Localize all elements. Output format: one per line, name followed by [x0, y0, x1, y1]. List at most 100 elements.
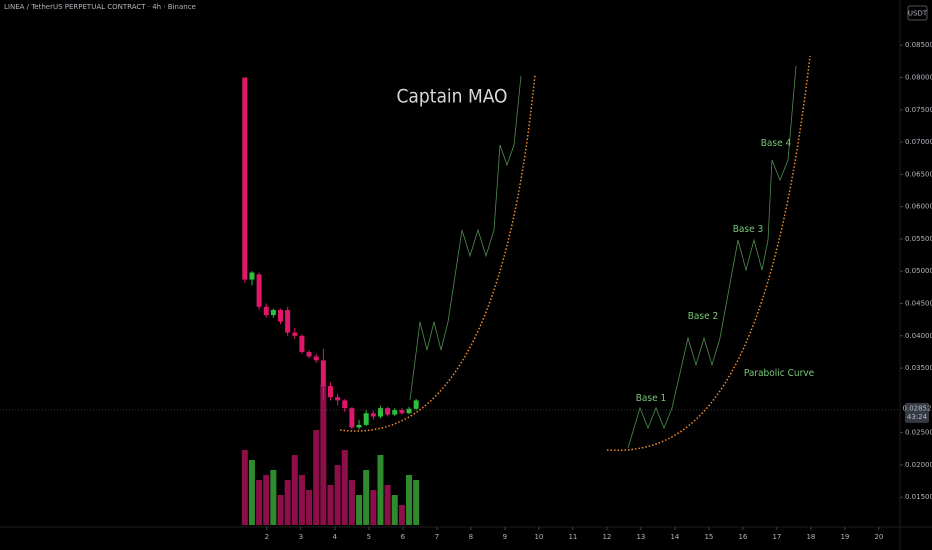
projection-line	[627, 65, 797, 449]
x-tick-label: 20	[874, 533, 883, 541]
candle-body	[342, 400, 348, 409]
volume-bar	[241, 450, 248, 525]
candle-body	[249, 272, 255, 280]
y-tick-label: 0.03500	[905, 364, 932, 372]
base-label: Base 3	[733, 224, 764, 235]
volume-bar	[270, 470, 277, 525]
x-tick-label: 8	[469, 533, 473, 541]
y-tick-label: 0.07000	[905, 138, 932, 146]
candle-body	[399, 410, 405, 414]
x-tick-label: 12	[602, 533, 611, 541]
x-tick-label: 4	[333, 533, 338, 541]
y-tick-label: 0.04000	[905, 332, 932, 340]
candle-body	[299, 335, 305, 352]
candle-body	[413, 400, 419, 409]
countdown-label: 43:24	[907, 413, 928, 421]
candle-body	[313, 356, 319, 361]
x-tick-label: 2	[265, 533, 269, 541]
candle-body	[349, 408, 355, 428]
volume-bar	[391, 495, 398, 525]
x-tick-label: 13	[636, 533, 645, 541]
x-tick-label: 14	[670, 533, 679, 541]
candle-body	[385, 408, 391, 415]
volume-bar	[363, 470, 370, 525]
candle-body	[256, 274, 262, 307]
candle-body	[292, 332, 298, 336]
volume-bar	[313, 430, 320, 525]
candle-body	[356, 424, 362, 428]
volume-bar	[377, 455, 384, 525]
currency-button[interactable]	[907, 5, 928, 21]
x-tick-label: 18	[806, 533, 815, 541]
volume-bar	[384, 485, 391, 525]
y-tick-label: 0.02500	[905, 429, 932, 437]
base-label: Base 1	[636, 393, 667, 404]
x-tick-label: 5	[367, 533, 371, 541]
candle-body	[270, 309, 276, 316]
volume-bar	[398, 505, 405, 525]
volume-bar	[248, 460, 255, 525]
candle-body	[406, 408, 412, 414]
volume-bar	[413, 480, 420, 525]
volume-bar	[298, 475, 305, 525]
plot: 0.08500 0.08000 0.07500 0.07000 0.06500 0.060…	[0, 41, 932, 541]
volume-bar	[370, 490, 377, 525]
y-tick-label: 0.07500	[905, 106, 932, 114]
volume-bar	[406, 475, 413, 525]
candle-body	[306, 351, 312, 357]
candle-body	[377, 408, 383, 417]
volume-bar	[291, 455, 298, 525]
candle-body	[263, 306, 269, 316]
x-tick-label: 19	[840, 533, 849, 541]
volume-bar	[327, 485, 334, 525]
candle-body	[278, 309, 284, 322]
candle-body	[335, 397, 341, 401]
x-tick-label: 9	[503, 533, 507, 541]
x-tick-label: 17	[772, 533, 781, 541]
x-tick-label: 16	[738, 533, 747, 541]
candle-body	[392, 410, 398, 415]
annotation-title: Captain MAO	[396, 86, 507, 108]
candle-body	[363, 413, 369, 425]
currency-label[interactable]: USDT	[908, 10, 928, 18]
y-tick-label: 0.01500	[905, 493, 932, 501]
y-tick-label: 0.05500	[905, 235, 932, 243]
x-tick-label: 11	[568, 533, 577, 541]
volume-bar	[356, 495, 363, 525]
volume-bar	[277, 495, 284, 525]
last-price-label: 0.02852	[903, 404, 932, 412]
candle-body	[320, 360, 326, 387]
x-tick-label: 6	[401, 533, 406, 541]
x-tick-label: 7	[435, 533, 439, 541]
volume-bar	[334, 465, 341, 525]
projection-line	[409, 75, 522, 401]
candle-body	[285, 309, 291, 333]
volume-bar	[341, 450, 348, 525]
symbol-header: LINEA / TetherUS PERPETUAL CONTRACT · 4h…	[4, 3, 196, 11]
y-tick-label: 0.02000	[905, 461, 932, 469]
volume-bar	[320, 385, 327, 525]
y-tick-label: 0.08500	[905, 41, 932, 49]
volume-bar	[256, 480, 263, 525]
volume-bar	[284, 480, 291, 525]
y-tick-label: 0.08000	[905, 73, 932, 81]
y-tick-label: 0.04500	[905, 300, 932, 308]
candle-body	[370, 413, 376, 417]
volume-bar	[263, 475, 270, 525]
x-tick-label: 3	[299, 533, 303, 541]
candle-body	[242, 77, 248, 280]
y-tick-label: 0.06500	[905, 170, 932, 178]
last-price-box	[905, 402, 929, 423]
x-tick-label: 10	[534, 533, 543, 541]
base-label: Base 2	[688, 311, 719, 322]
candle-body	[327, 386, 333, 398]
volume-bar	[348, 480, 355, 525]
curve-label: Parabolic Curve	[744, 368, 815, 379]
y-tick-label: 0.06000	[905, 203, 932, 211]
x-tick-label: 15	[704, 533, 713, 541]
volume-bar	[306, 490, 313, 525]
y-tick-label: 0.05000	[905, 267, 932, 275]
